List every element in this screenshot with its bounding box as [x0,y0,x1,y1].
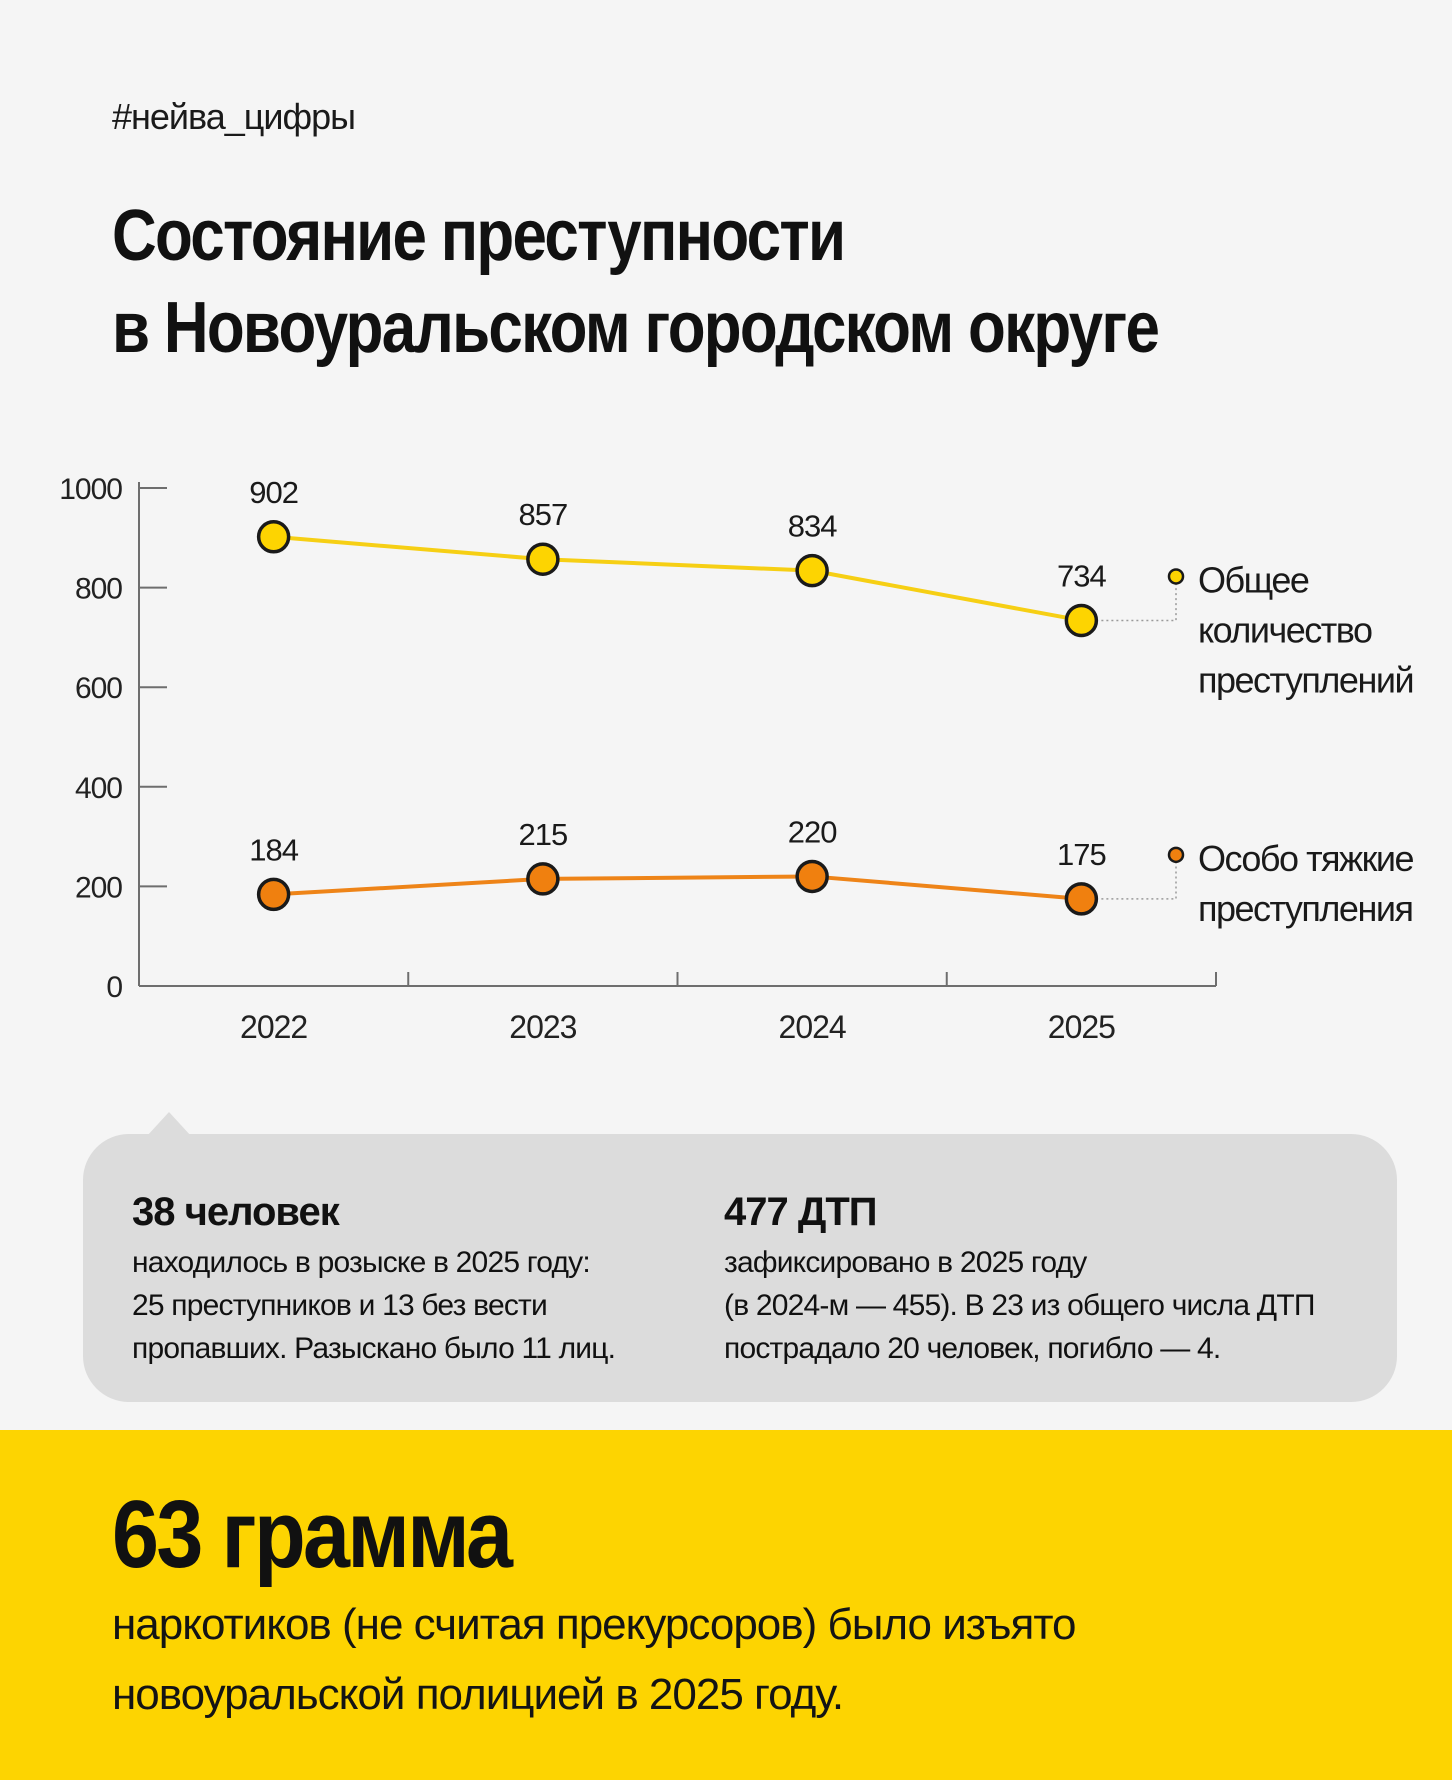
fact-wanted-headline: 38 человек [132,1190,340,1234]
data-label: 184 [249,832,298,867]
data-label: 734 [1057,558,1106,593]
title-line-1: Состояние преступности [112,196,846,276]
data-point [256,877,291,912]
data-point [526,862,560,896]
page-title: Состояние преступности в Новоуральском г… [112,190,1230,374]
legend-marker [1167,568,1185,585]
crime-line-chart: 0 200 400 600 800 1000 2022 2023 2024 2025 902 857 8… [59,473,1415,1045]
y-tick-label: 800 [75,573,122,606]
y-tick-label: 200 [75,871,122,904]
fact-wanted-line: пропавших. Разыскано было 11 лиц. [132,1332,616,1365]
x-tick-label: 2022 [240,1009,307,1045]
data-point [526,542,560,576]
fact-wanted-line: находилось в розыске в 2025 году: [132,1246,591,1279]
data-label: 175 [1057,837,1106,872]
data-point [795,859,829,894]
data-point [795,553,829,588]
fact-wanted-line: 25 преступников и 13 без вести [132,1289,548,1322]
highlight-description: наркотиков (не считая прекурсоров) было … [112,1590,1412,1730]
data-label: 902 [249,475,298,510]
highlight-panel: 63 грамма наркотиков (не считая прекурсо… [0,1430,1452,1780]
highlight-line-2: новоуральской полицией в 2025 году. [112,1670,844,1719]
x-tick-label: 2025 [1048,1009,1115,1045]
data-label: 220 [788,814,837,849]
legend-leader [1101,584,1177,622]
fact-accidents: 477 ДТП зафиксировано в 2025 году (в 202… [724,1190,1384,1370]
series-line [273,874,1082,901]
data-point [1064,882,1099,916]
y-tick-label: 400 [75,772,122,805]
y-tick-label: 0 [106,971,122,1004]
highlight-line-1: наркотиков (не считая прекурсоров) было … [112,1600,1076,1649]
legend-label: преступлений [1198,659,1413,700]
fact-accidents-line: пострадало 20 человек, погибло — 4. [724,1332,1221,1365]
data-point [256,520,291,554]
fact-accidents-line: (в 2024-м — 455). В 23 из общего числа Д… [724,1289,1315,1322]
data-point [1064,603,1099,638]
y-tick-label: 600 [75,672,122,705]
data-label: 215 [519,817,568,852]
fact-wanted: 38 человек находилось в розыске в 2025 г… [132,1190,692,1370]
legend-marker [1167,846,1185,864]
x-tick-label: 2024 [779,1009,846,1045]
fact-accidents-headline: 477 ДТП [724,1190,878,1234]
legend-label: Особо тяжкие [1198,838,1413,879]
facts-bubble [83,1134,1397,1402]
data-label: 834 [788,509,837,544]
title-line-2: в Новоуральском городском округе [112,288,1160,368]
data-label: 857 [519,497,568,532]
series-line [273,534,1082,623]
legend-leader [1101,862,1177,900]
y-tick-label: 1000 [59,473,122,506]
highlight-number: 63 грамма [112,1481,513,1588]
fact-accidents-line: зафиксировано в 2025 году [724,1246,1087,1279]
bubble-tail [147,1112,191,1136]
legend-label: количество [1198,609,1372,650]
legend-label: преступления [1198,888,1412,929]
x-tick-label: 2023 [509,1009,576,1045]
legend-label: Общее [1198,559,1309,600]
hashtag: #нейва_цифры [112,96,356,137]
